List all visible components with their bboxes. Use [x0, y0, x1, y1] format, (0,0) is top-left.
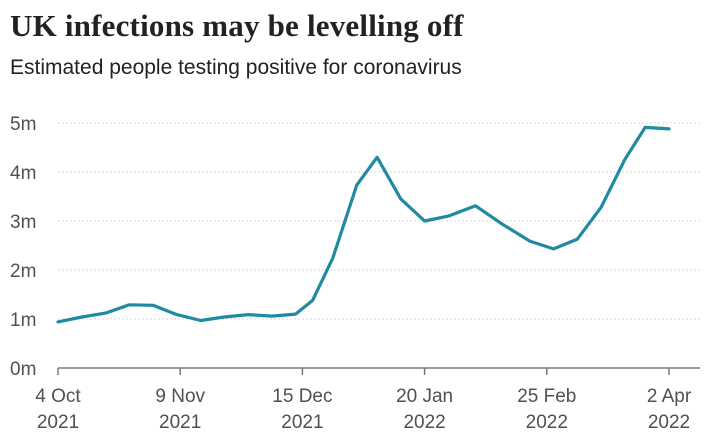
x-tick-label-year: 2021: [159, 412, 201, 433]
x-tick-label: 9 Nov: [155, 386, 205, 407]
y-tick-label: 1m: [10, 310, 36, 331]
y-tick-label: 2m: [10, 261, 36, 282]
y-tick-label: 3m: [10, 212, 36, 233]
x-tick-label: 4 Oct: [35, 386, 81, 407]
x-tick-label-year: 2021: [281, 412, 323, 433]
y-tick-label: 5m: [10, 114, 36, 135]
chart-subtitle: Estimated people testing positive for co…: [10, 56, 462, 79]
x-tick-label-year: 2021: [37, 412, 79, 433]
y-tick-label: 0m: [10, 359, 36, 380]
x-tick-label-year: 2022: [648, 412, 690, 433]
chart-title: UK infections may be levelling off: [10, 8, 464, 43]
series-line: [56, 125, 671, 324]
x-tick-label: 20 Jan: [396, 386, 453, 407]
x-tick-label-year: 2022: [403, 412, 445, 433]
x-tick-label: 2 Apr: [647, 386, 692, 407]
x-tick-label-year: 2022: [526, 412, 568, 433]
x-tick-label: 25 Feb: [517, 386, 576, 407]
y-tick-label: 4m: [10, 163, 36, 184]
x-tick-label: 15 Dec: [272, 386, 332, 407]
